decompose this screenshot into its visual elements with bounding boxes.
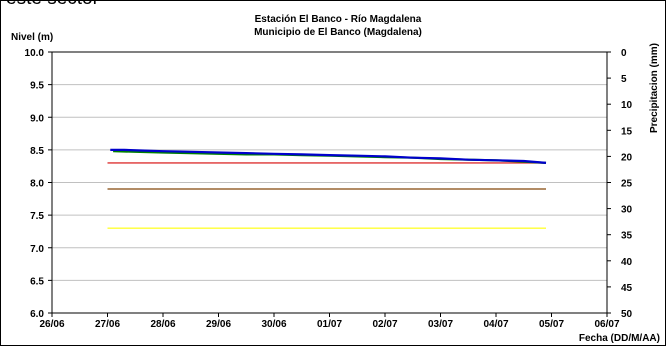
y-tick-label: 10.0 <box>25 48 45 59</box>
x-tick-label: 01/07 <box>317 319 342 330</box>
gridlines <box>52 84 607 281</box>
x-tick-label: 27/06 <box>95 319 120 330</box>
y2-tick-label: 15 <box>621 126 633 137</box>
y-tick-label: 8.0 <box>30 179 44 190</box>
y2-tick-label: 50 <box>621 309 633 320</box>
y-tick-label: 6.0 <box>30 309 44 320</box>
y2-tick-label: 20 <box>621 152 633 163</box>
y2-tick-label: 30 <box>621 205 633 216</box>
chart-title: Estación El Banco - Río Magdalena <box>255 14 422 25</box>
series-line <box>110 148 547 164</box>
x-tick-label: 06/07 <box>594 319 619 330</box>
y-tick-label: 6.5 <box>30 276 44 287</box>
y-tick-label: 8.5 <box>30 146 44 157</box>
y-axis-label: Nivel (m) <box>11 32 53 43</box>
x-tick-label: 05/07 <box>539 319 564 330</box>
x-tick-label: 26/06 <box>39 319 64 330</box>
y2-tick-label: 10 <box>621 100 633 111</box>
y2-tick-label: 25 <box>621 179 633 190</box>
y2-tick-label: 0 <box>621 48 627 59</box>
y2-tick-label: 45 <box>621 283 633 294</box>
y-tick-label: 9.5 <box>30 81 44 92</box>
chart-subtitle: Municipio de El Banco (Magdalena) <box>254 27 422 38</box>
x-tick-label: 28/06 <box>150 319 175 330</box>
x-tick-label: 03/07 <box>428 319 453 330</box>
y2-tick-label: 40 <box>621 257 633 268</box>
y-tick-label: 7.0 <box>30 244 44 255</box>
series-layer <box>107 148 547 229</box>
x-tick-label: 29/06 <box>206 319 231 330</box>
x-tick-label: 02/07 <box>372 319 397 330</box>
y2-tick-label: 35 <box>621 231 633 242</box>
y2-axis-label: Precipitacion (mm) <box>649 43 660 133</box>
page-text-fragment: este sector <box>6 0 99 10</box>
y2-tick-label: 5 <box>621 74 627 85</box>
y-tick-label: 9.0 <box>30 113 44 124</box>
x-axis-label: Fecha (DD/M/AA) <box>579 333 660 344</box>
x-tick-label: 04/07 <box>483 319 508 330</box>
y-tick-label: 7.5 <box>30 211 44 222</box>
axes-layer: 6.0 6.5 7.0 7.5 8.0 8.5 9.0 9.5 10.0 0 5 10 15 20 25 30… <box>25 48 633 330</box>
x-tick-label: 30/06 <box>261 319 286 330</box>
series-line <box>113 150 547 164</box>
